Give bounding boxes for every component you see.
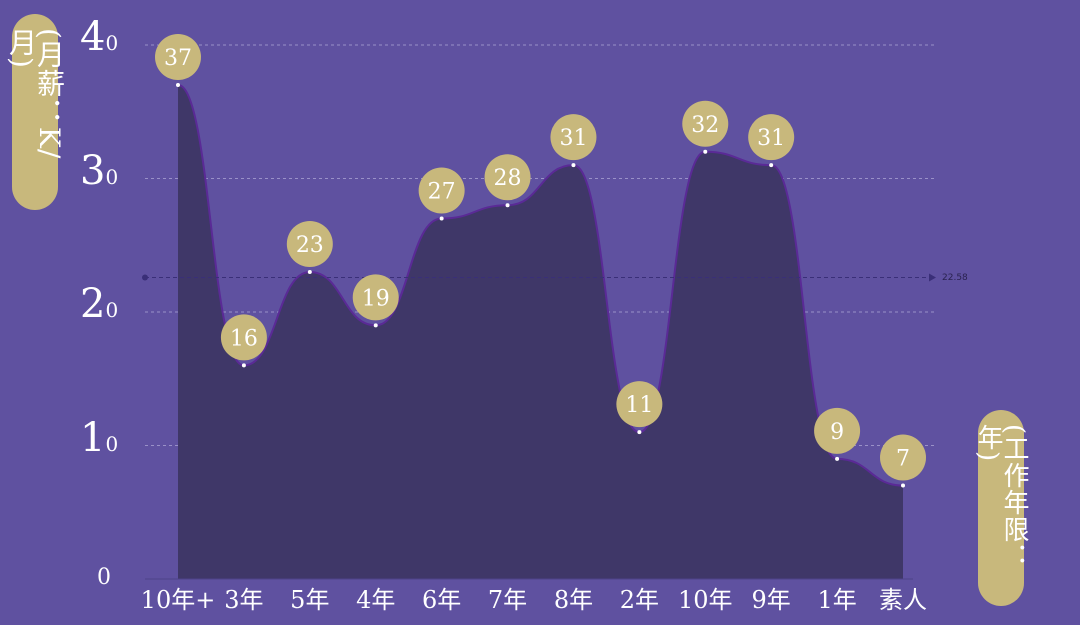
data-label: 28 bbox=[494, 166, 522, 191]
average-line-arrow bbox=[929, 273, 936, 282]
data-point bbox=[901, 483, 905, 488]
data-points bbox=[176, 83, 905, 488]
data-point bbox=[703, 149, 708, 154]
data-point bbox=[571, 163, 576, 168]
data-label-badge: 7 bbox=[880, 434, 926, 481]
data-point bbox=[835, 456, 840, 461]
data-point bbox=[307, 269, 312, 274]
data-label: 32 bbox=[691, 113, 719, 138]
data-label-badge: 37 bbox=[155, 34, 201, 81]
y-axis-label: (月薪：K/月) bbox=[5, 14, 66, 210]
y-tick-label: 10 bbox=[80, 414, 119, 461]
data-label: 37 bbox=[164, 46, 192, 71]
data-label-badge: 31 bbox=[550, 114, 597, 161]
x-tick-label: 4年 bbox=[356, 586, 396, 614]
data-label-badge: 11 bbox=[616, 381, 663, 428]
data-label: 16 bbox=[230, 326, 258, 351]
data-point bbox=[505, 203, 510, 208]
data-label-badge: 32 bbox=[682, 100, 729, 147]
data-label-badge: 9 bbox=[814, 407, 861, 454]
data-label: 31 bbox=[559, 126, 587, 151]
data-label-badge: 23 bbox=[286, 220, 333, 267]
y-tick-label: 40 bbox=[80, 14, 119, 60]
x-tick-label: 6年 bbox=[421, 586, 462, 614]
x-tick-label: 9年 bbox=[751, 586, 791, 614]
data-point bbox=[176, 83, 180, 88]
average-line-group bbox=[142, 273, 936, 282]
y-tick-label: 30 bbox=[80, 147, 119, 194]
x-tick-label: 5年 bbox=[290, 586, 330, 614]
data-point bbox=[769, 163, 774, 168]
data-label-badge: 19 bbox=[352, 274, 399, 321]
data-label-badge: 16 bbox=[220, 314, 267, 361]
y-tick-label: 20 bbox=[80, 281, 119, 327]
data-label: 9 bbox=[830, 420, 844, 445]
x-tick-label: 素人 bbox=[879, 586, 927, 614]
x-tick-label: 8年 bbox=[553, 586, 594, 614]
x-tick-label: 1年 bbox=[817, 586, 857, 614]
x-axis-label: (工作年限：年) bbox=[973, 410, 1029, 606]
series-line bbox=[177, 84, 904, 487]
data-point bbox=[637, 430, 642, 435]
x-tick-label: 10年 bbox=[677, 586, 733, 614]
x-tick-label: 2年 bbox=[619, 586, 659, 614]
average-line-start bbox=[142, 274, 148, 281]
data-point bbox=[439, 216, 444, 221]
data-label-badges: 37 16 23 19 27 28 31 11 32 31 9 7 bbox=[155, 34, 926, 481]
data-label: 31 bbox=[757, 126, 785, 151]
y-tick-label: 0 bbox=[97, 565, 111, 590]
data-label: 11 bbox=[625, 393, 653, 418]
data-point bbox=[241, 363, 246, 368]
data-point bbox=[373, 323, 378, 328]
data-label-badge: 27 bbox=[418, 167, 465, 214]
area-fill bbox=[178, 85, 903, 580]
data-label-badge: 31 bbox=[748, 114, 795, 161]
x-tick-label: 3年 bbox=[224, 586, 264, 614]
data-label: 7 bbox=[896, 447, 910, 472]
x-tick-label: 10年+ bbox=[140, 586, 216, 614]
data-label: 27 bbox=[428, 180, 456, 205]
average-value-label: 22.58 bbox=[942, 273, 968, 283]
data-label: 19 bbox=[362, 286, 390, 311]
x-tick-label: 7年 bbox=[487, 586, 528, 614]
data-label: 23 bbox=[296, 233, 324, 258]
data-label-badge: 28 bbox=[484, 154, 531, 201]
